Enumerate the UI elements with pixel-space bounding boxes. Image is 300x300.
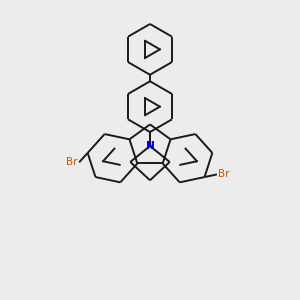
Text: N: N: [146, 141, 154, 151]
Text: Br: Br: [218, 169, 230, 179]
Text: N: N: [146, 141, 154, 151]
Text: Br: Br: [66, 158, 78, 167]
